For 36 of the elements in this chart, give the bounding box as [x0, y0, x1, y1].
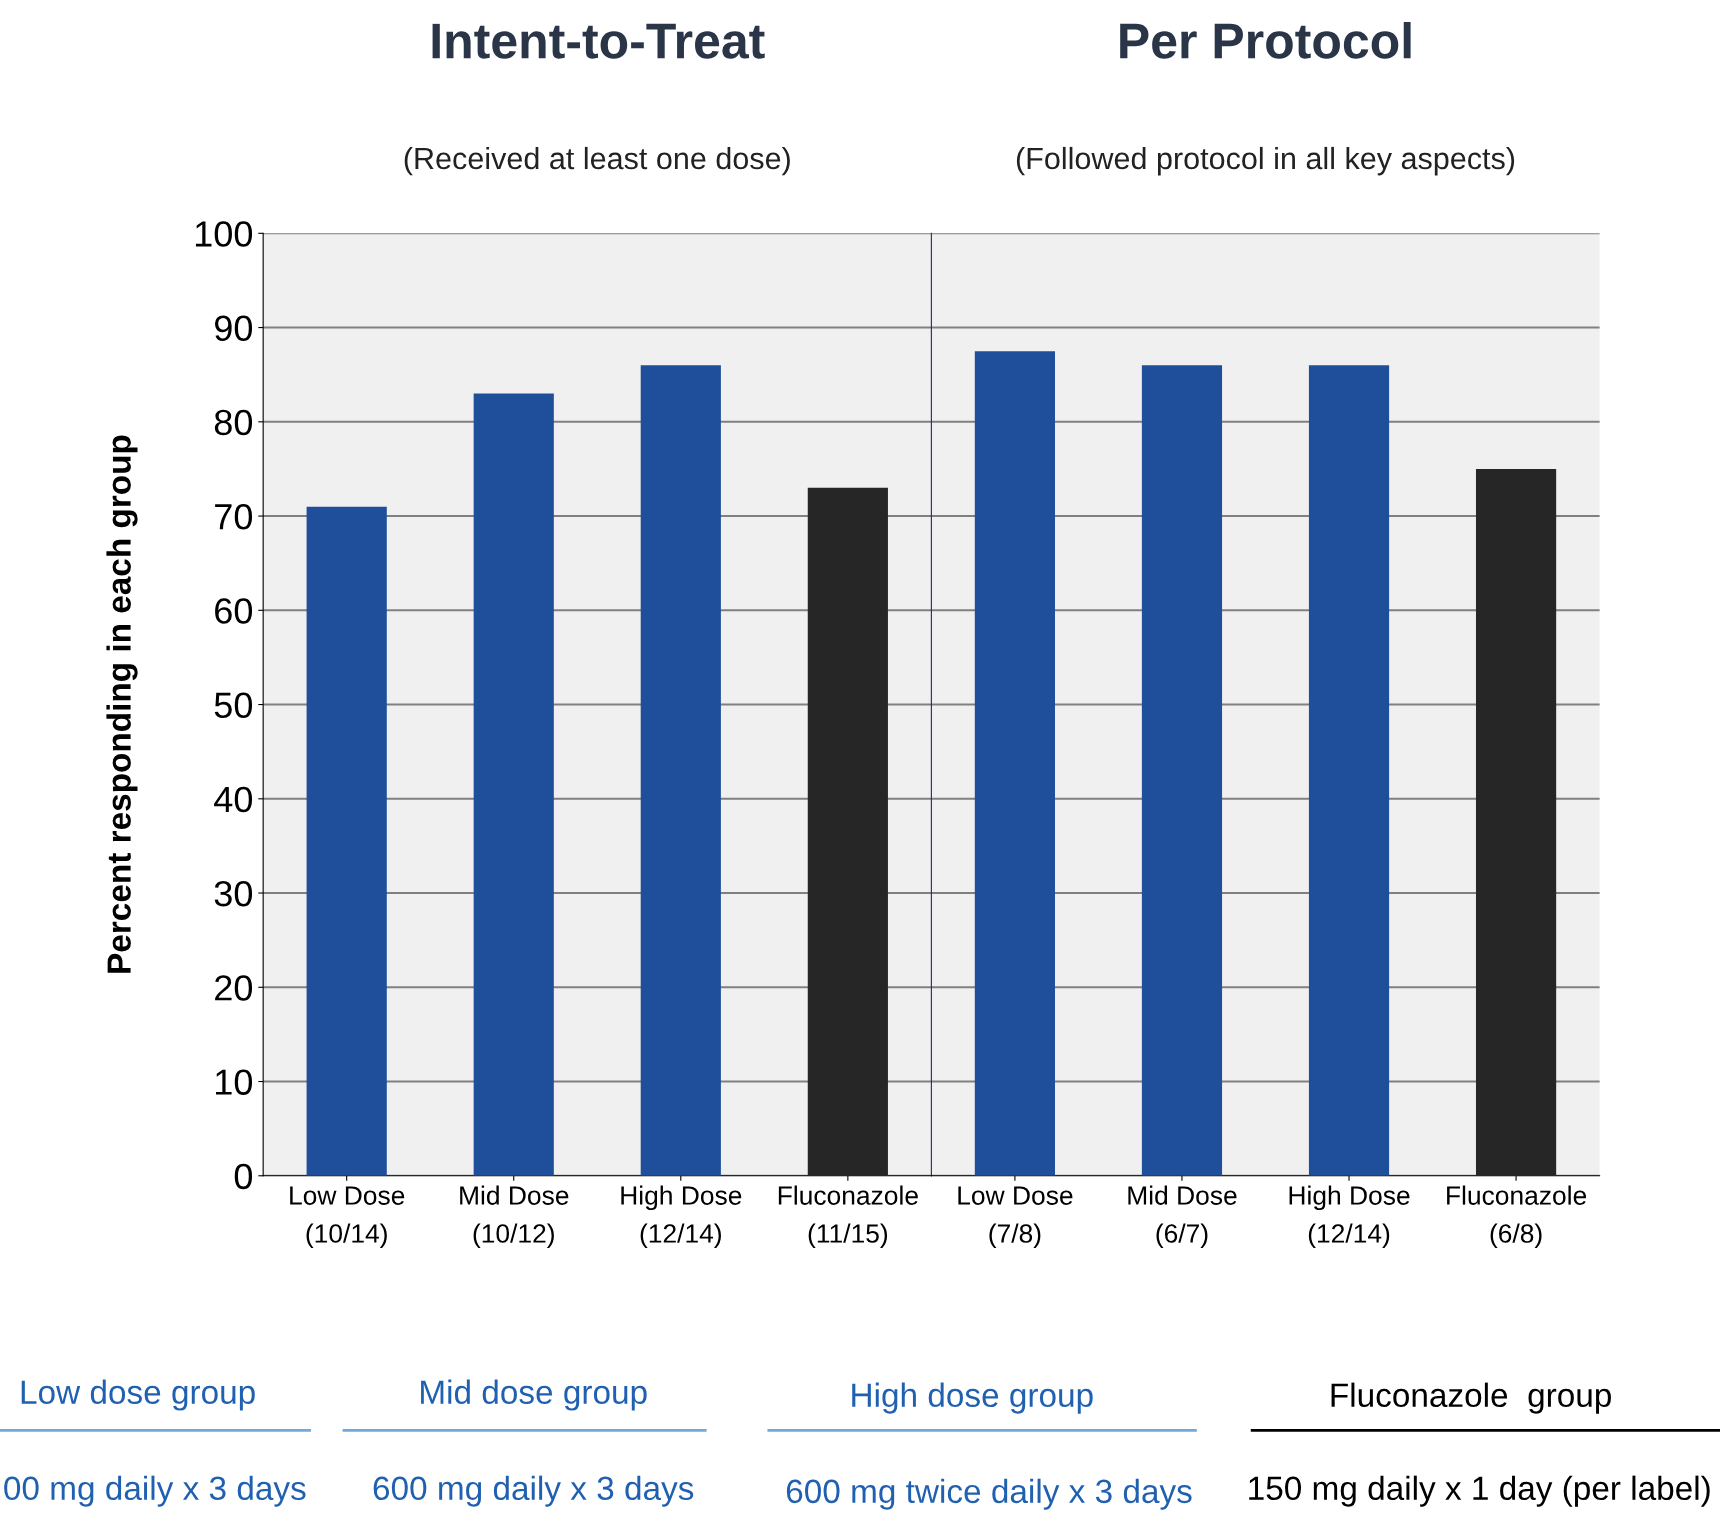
text: 600 mg daily x 3 days	[373, 1475, 694, 1507]
y-tick-label: 100	[195, 221, 253, 247]
x-tick-label: Low Dose (10/14)	[290, 1186, 405, 1249]
chart-subtitle: (Received at least one dose)	[404, 146, 790, 176]
y-tick-label: 80	[214, 409, 253, 436]
y-tick-label: 0	[234, 1163, 253, 1190]
y-axis-title: Percent responding in each group	[106, 435, 138, 973]
x-tick-label: High Dose (12/14)	[621, 1185, 742, 1249]
y-tick-label: 90	[214, 315, 253, 342]
bar	[640, 365, 721, 1176]
text: Mid dose group	[421, 1379, 647, 1411]
chart-title: Per Protocol	[1120, 22, 1411, 59]
x-tick-label: High Dose (12/14)	[1289, 1185, 1410, 1249]
chart-title: Intent-to-Treat	[432, 23, 765, 59]
bar	[306, 506, 387, 1176]
bar	[473, 393, 554, 1176]
x-tick-label: Fluconazole (11/15)	[778, 1185, 918, 1249]
y-tick-label: 40	[214, 786, 253, 813]
x-tick-label: Mid Dose (10/12)	[460, 1185, 569, 1249]
chart-subtitle: (Followed protocol in all key aspects)	[1016, 146, 1515, 176]
text: Fluconazole group	[1331, 1382, 1611, 1414]
x-tick-label: Mid Dose (6/7)	[1128, 1185, 1237, 1249]
y-tick-label: 10	[216, 1069, 253, 1095]
x-tick-label: Fluconazole (6/8)	[1447, 1185, 1587, 1249]
text: Low dose group	[21, 1379, 255, 1411]
y-tick-label: 20	[215, 975, 253, 1001]
text: 600 mg twice daily x 3 days	[786, 1478, 1192, 1510]
text: 150 mg daily x 1 day (per label)	[1249, 1475, 1710, 1507]
bar	[807, 487, 888, 1176]
x-tick-label: Low Dose (7/8)	[958, 1186, 1073, 1249]
y-tick-label: 60	[215, 598, 253, 624]
y-tick-label: 50	[214, 692, 253, 718]
text: 00 mg daily x 3 days	[4, 1475, 306, 1507]
y-tick-label: 70	[215, 503, 253, 530]
text: High dose group	[852, 1382, 1093, 1414]
y-tick-label: 30	[214, 880, 253, 907]
